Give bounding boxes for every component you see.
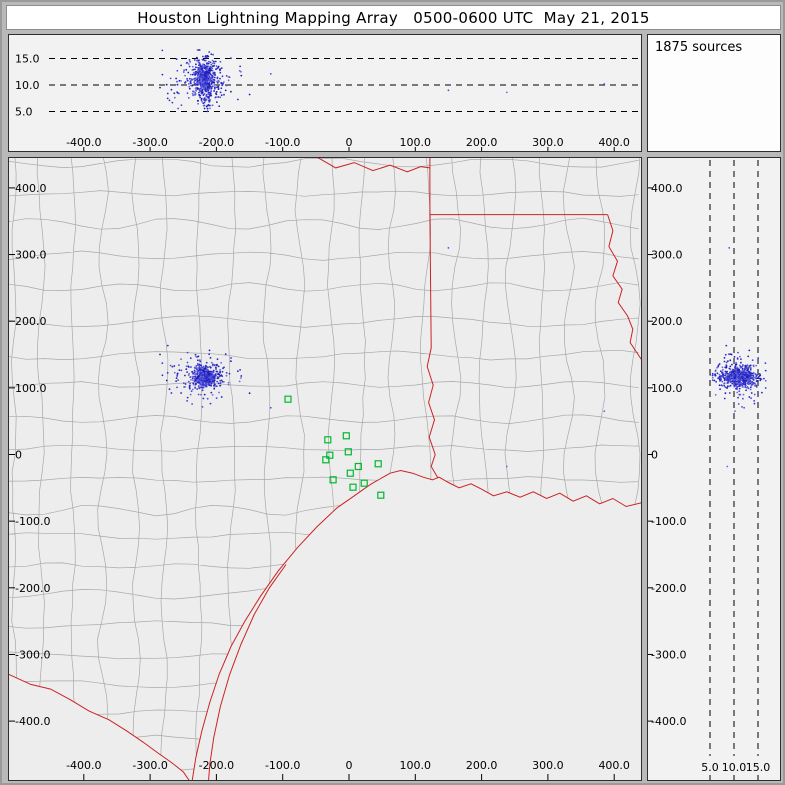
svg-text:-400.0: -400.0	[66, 759, 101, 772]
svg-text:300.0: 300.0	[651, 249, 683, 262]
svg-text:300.0: 300.0	[532, 759, 564, 772]
altitude-vs-northsouth-plot: 400.0 300.0 200.0 100.0 0 -100.0 -200.0 -300.0 -…	[648, 160, 770, 780]
svg-text:400.0: 400.0	[598, 136, 630, 149]
state-borders-layer	[9, 158, 641, 780]
svg-text:-100.0: -100.0	[651, 515, 686, 528]
altitude-gridlines	[709, 160, 759, 756]
altitude-vs-northsouth-panel: 400.0 300.0 200.0 100.0 0 -100.0 -200.0 -300.0 -…	[647, 157, 781, 781]
svg-text:100.0: 100.0	[400, 136, 432, 149]
svg-text:10.0: 10.0	[15, 79, 40, 92]
axis-labels: 400.0 300.0 200.0 100.0 0 -100.0 -200.0 -300.0 -…	[9, 182, 630, 780]
svg-text:-100.0: -100.0	[265, 136, 300, 149]
svg-text:0: 0	[15, 449, 22, 462]
svg-text:-200.0: -200.0	[199, 759, 234, 772]
source-points-layer	[709, 247, 767, 468]
svg-text:400.0: 400.0	[651, 182, 683, 195]
svg-text:-300.0: -300.0	[132, 759, 167, 772]
svg-text:-300.0: -300.0	[651, 648, 686, 661]
svg-text:400.0: 400.0	[15, 182, 47, 195]
svg-text:200.0: 200.0	[15, 315, 47, 328]
svg-text:-400.0: -400.0	[66, 136, 101, 149]
svg-text:300.0: 300.0	[15, 249, 47, 262]
svg-text:300.0: 300.0	[532, 136, 564, 149]
source-points-layer	[159, 49, 606, 113]
svg-text:0: 0	[651, 449, 658, 462]
source-points-layer	[159, 247, 606, 468]
plan-view-map-panel: 400.0 300.0 200.0 100.0 0 -100.0 -200.0 -300.0 -…	[8, 157, 642, 781]
axis-labels: 400.0 300.0 200.0 100.0 0 -100.0 -200.0 -300.0 -…	[648, 182, 770, 780]
altitude-vs-eastwest-panel: 5.0 10.0 15.0 -400.0 -300.0 -200.0 -100.0 0 100.…	[8, 34, 642, 152]
station-markers-layer	[284, 395, 385, 499]
page-title: Houston Lightning Mapping Array 0500-060…	[6, 5, 781, 30]
svg-text:100.0: 100.0	[15, 382, 47, 395]
svg-text:5.0: 5.0	[15, 106, 33, 119]
svg-text:-400.0: -400.0	[651, 715, 686, 728]
altitude-vs-eastwest-plot: 5.0 10.0 15.0 -400.0 -300.0 -200.0 -100.0 0 100.…	[15, 49, 639, 151]
svg-text:200.0: 200.0	[466, 136, 498, 149]
svg-text:400.0: 400.0	[598, 759, 630, 772]
svg-text:0: 0	[346, 136, 353, 149]
svg-text:200.0: 200.0	[651, 315, 683, 328]
svg-text:0: 0	[346, 759, 353, 772]
svg-text:-300.0: -300.0	[132, 136, 167, 149]
source-count-panel: 1875 sources	[647, 34, 781, 152]
axis-labels: 5.0 10.0 15.0 -400.0 -300.0 -200.0 -100.0 0 100.…	[15, 53, 630, 151]
svg-text:-100.0: -100.0	[265, 759, 300, 772]
svg-text:-400.0: -400.0	[15, 715, 50, 728]
svg-text:-100.0: -100.0	[15, 515, 50, 528]
altitude-gridlines	[49, 58, 639, 112]
svg-text:15.0: 15.0	[746, 761, 771, 774]
svg-text:200.0: 200.0	[466, 759, 498, 772]
svg-text:-300.0: -300.0	[15, 648, 50, 661]
svg-text:-200.0: -200.0	[199, 136, 234, 149]
svg-text:-200.0: -200.0	[15, 582, 50, 595]
svg-text:15.0: 15.0	[15, 53, 40, 66]
svg-text:5.0: 5.0	[701, 761, 719, 774]
gulf-of-mexico-mask	[9, 470, 641, 780]
svg-text:100.0: 100.0	[400, 759, 432, 772]
svg-text:10.0: 10.0	[722, 761, 747, 774]
source-count-label: 1875 sources	[655, 40, 743, 55]
svg-text:100.0: 100.0	[651, 382, 683, 395]
plan-view-map-plot: 400.0 300.0 200.0 100.0 0 -100.0 -200.0 -300.0 -…	[9, 158, 641, 780]
svg-text:-200.0: -200.0	[651, 582, 686, 595]
